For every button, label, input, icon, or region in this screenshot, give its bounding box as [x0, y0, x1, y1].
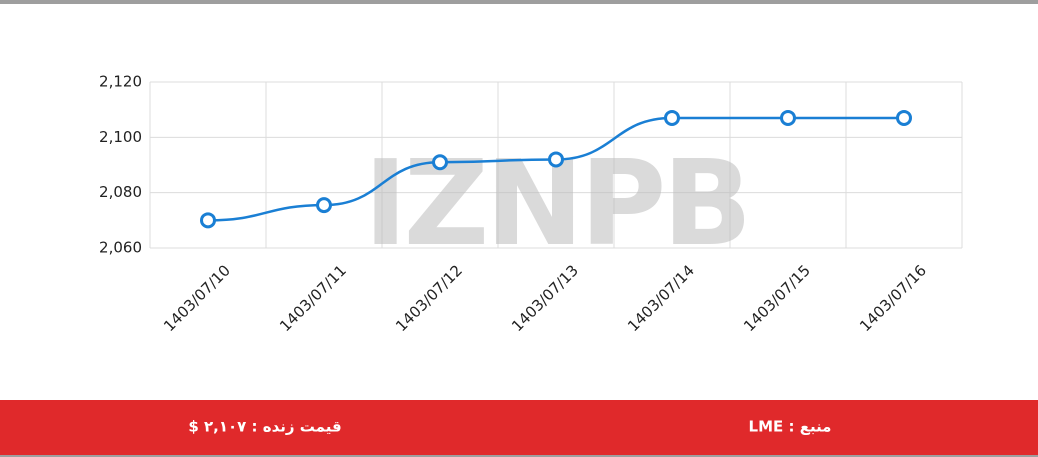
point [548, 151, 564, 168]
point [896, 109, 912, 126]
point [200, 212, 216, 229]
footer-bar [0, 400, 1038, 455]
point [432, 154, 448, 171]
point [316, 197, 332, 214]
point [664, 109, 680, 126]
y-tick-label: 2,120 [99, 73, 142, 91]
live-price: قیمت زنده : ۲,۱۰۷ $ [188, 418, 341, 436]
x-tick-label: 1403/07/13 [508, 261, 582, 335]
x-tick-label: 1403/07/15 [740, 261, 814, 335]
y-tick-label: 2,100 [99, 128, 142, 146]
x-tick-label: 1403/07/16 [856, 261, 930, 335]
point [780, 109, 796, 126]
source: منبع : LME [749, 418, 832, 436]
x-tick-label: 1403/07/11 [276, 261, 350, 335]
bottom-line [0, 455, 1038, 457]
y-tick-label: 2,080 [99, 183, 142, 201]
y-tick-label: 2,060 [99, 239, 142, 257]
x-tick-label: 1403/07/10 [160, 261, 234, 335]
top-bar [0, 0, 1038, 4]
x-tick-label: 1403/07/12 [392, 261, 466, 335]
x-tick-label: 1403/07/14 [624, 261, 698, 335]
